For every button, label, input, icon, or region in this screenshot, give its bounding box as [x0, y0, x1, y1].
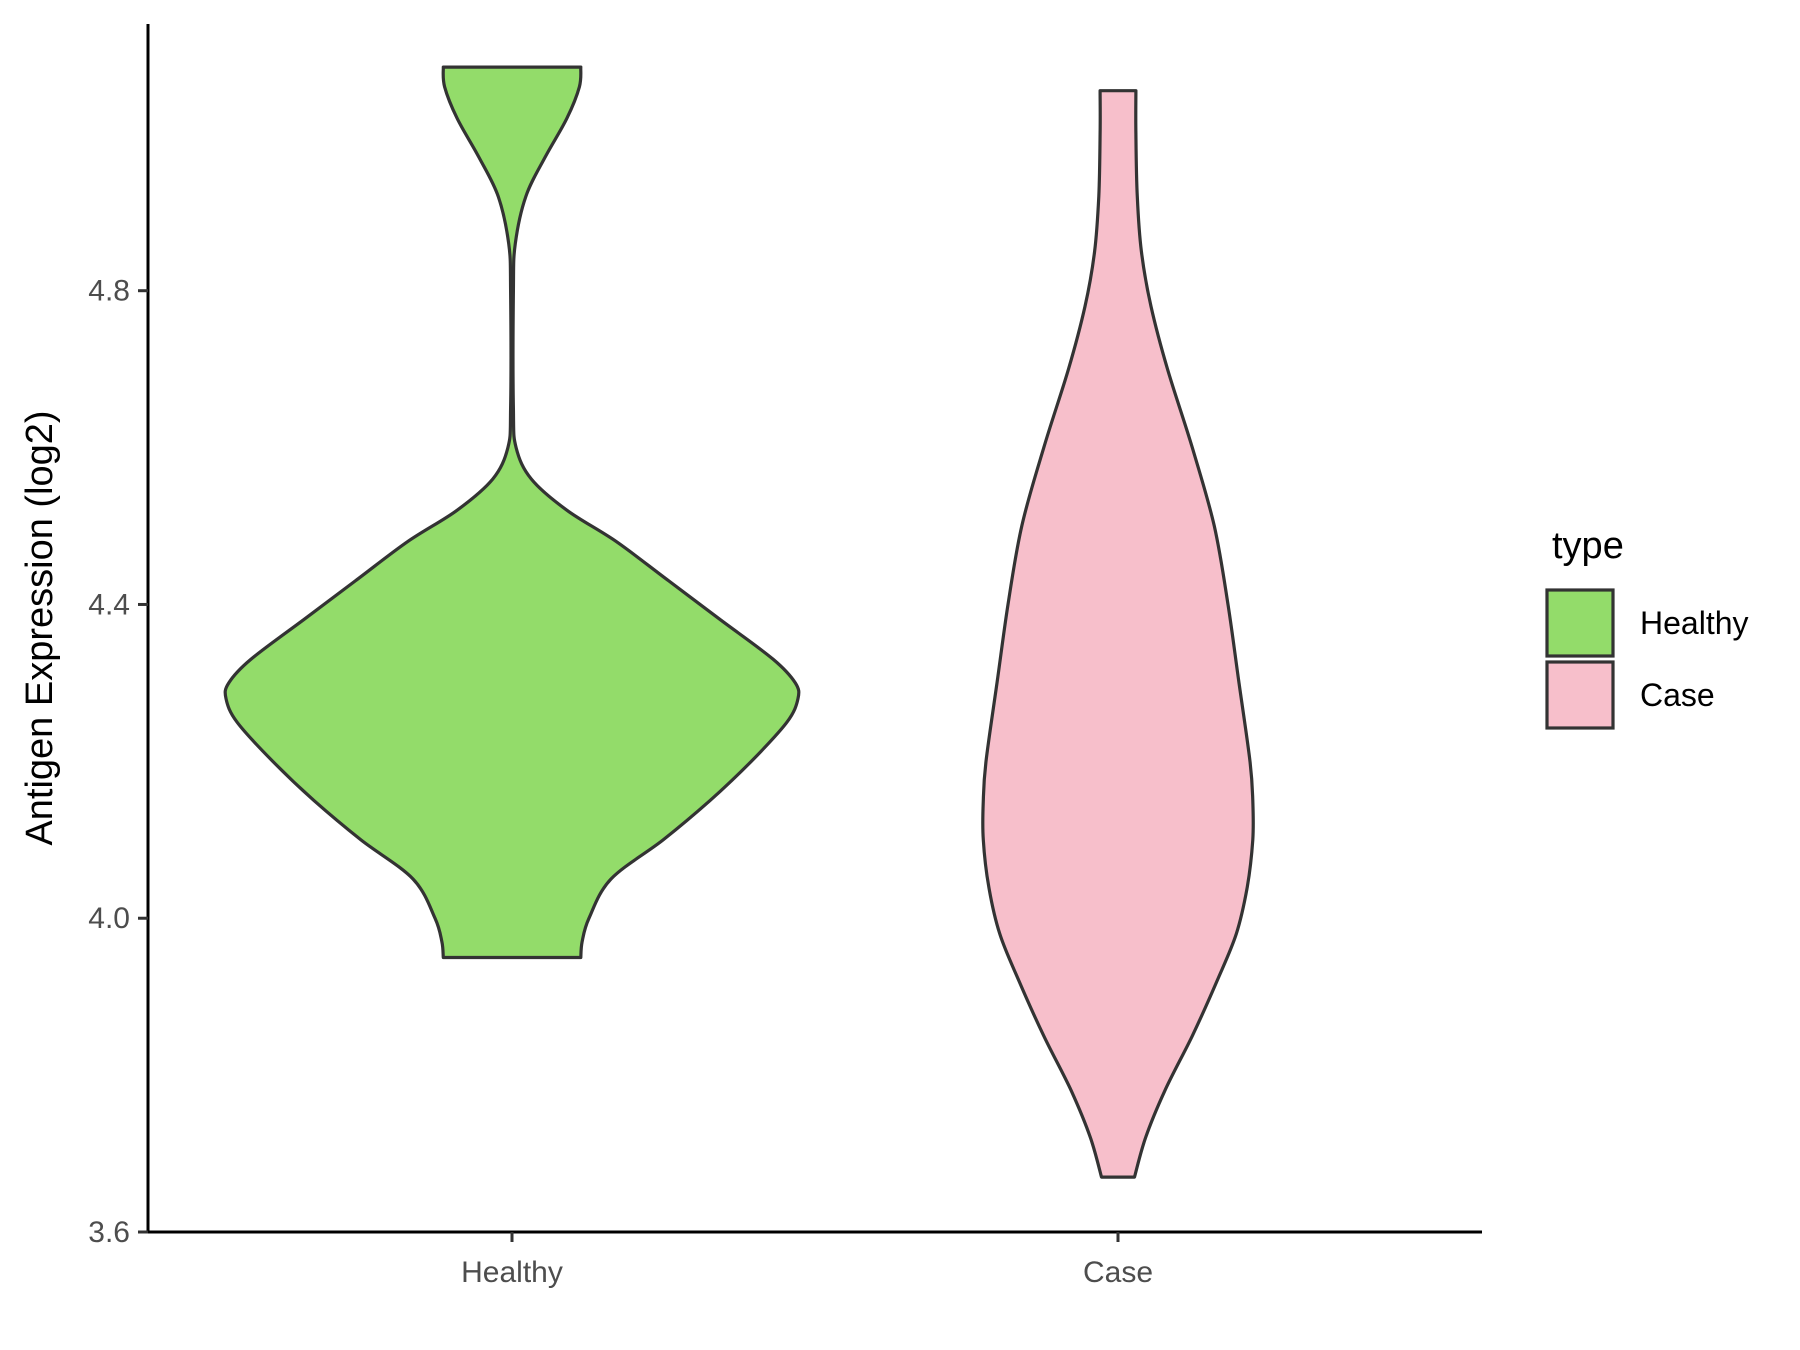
legend-swatch-case — [1545, 660, 1615, 730]
violin-case — [981, 89, 1255, 1179]
y-ticks: 3.6 4.0 4.4 4.8 — [88, 275, 148, 1249]
y-axis-title: Antigen Expression (log2) — [19, 410, 61, 845]
axes-layer — [146, 24, 1482, 1234]
y-tick-label: 4.8 — [88, 275, 130, 308]
x-tick-label: Healthy — [461, 1256, 563, 1289]
legend-swatch-healthy — [1545, 588, 1615, 658]
violin-healthy — [223, 65, 801, 960]
x-ticks: Healthy Case — [461, 1232, 1153, 1289]
x-tick-label: Case — [1083, 1256, 1153, 1289]
legend: type Healthy Case — [1545, 525, 1749, 730]
legend-label-healthy: Healthy — [1640, 605, 1749, 641]
y-tick-label: 4.0 — [88, 902, 130, 935]
y-tick-label: 3.6 — [88, 1216, 130, 1249]
legend-label-case: Case — [1640, 677, 1715, 713]
legend-title: type — [1552, 525, 1624, 567]
y-tick-label: 4.4 — [88, 588, 130, 621]
violins-layer — [223, 65, 1255, 1179]
